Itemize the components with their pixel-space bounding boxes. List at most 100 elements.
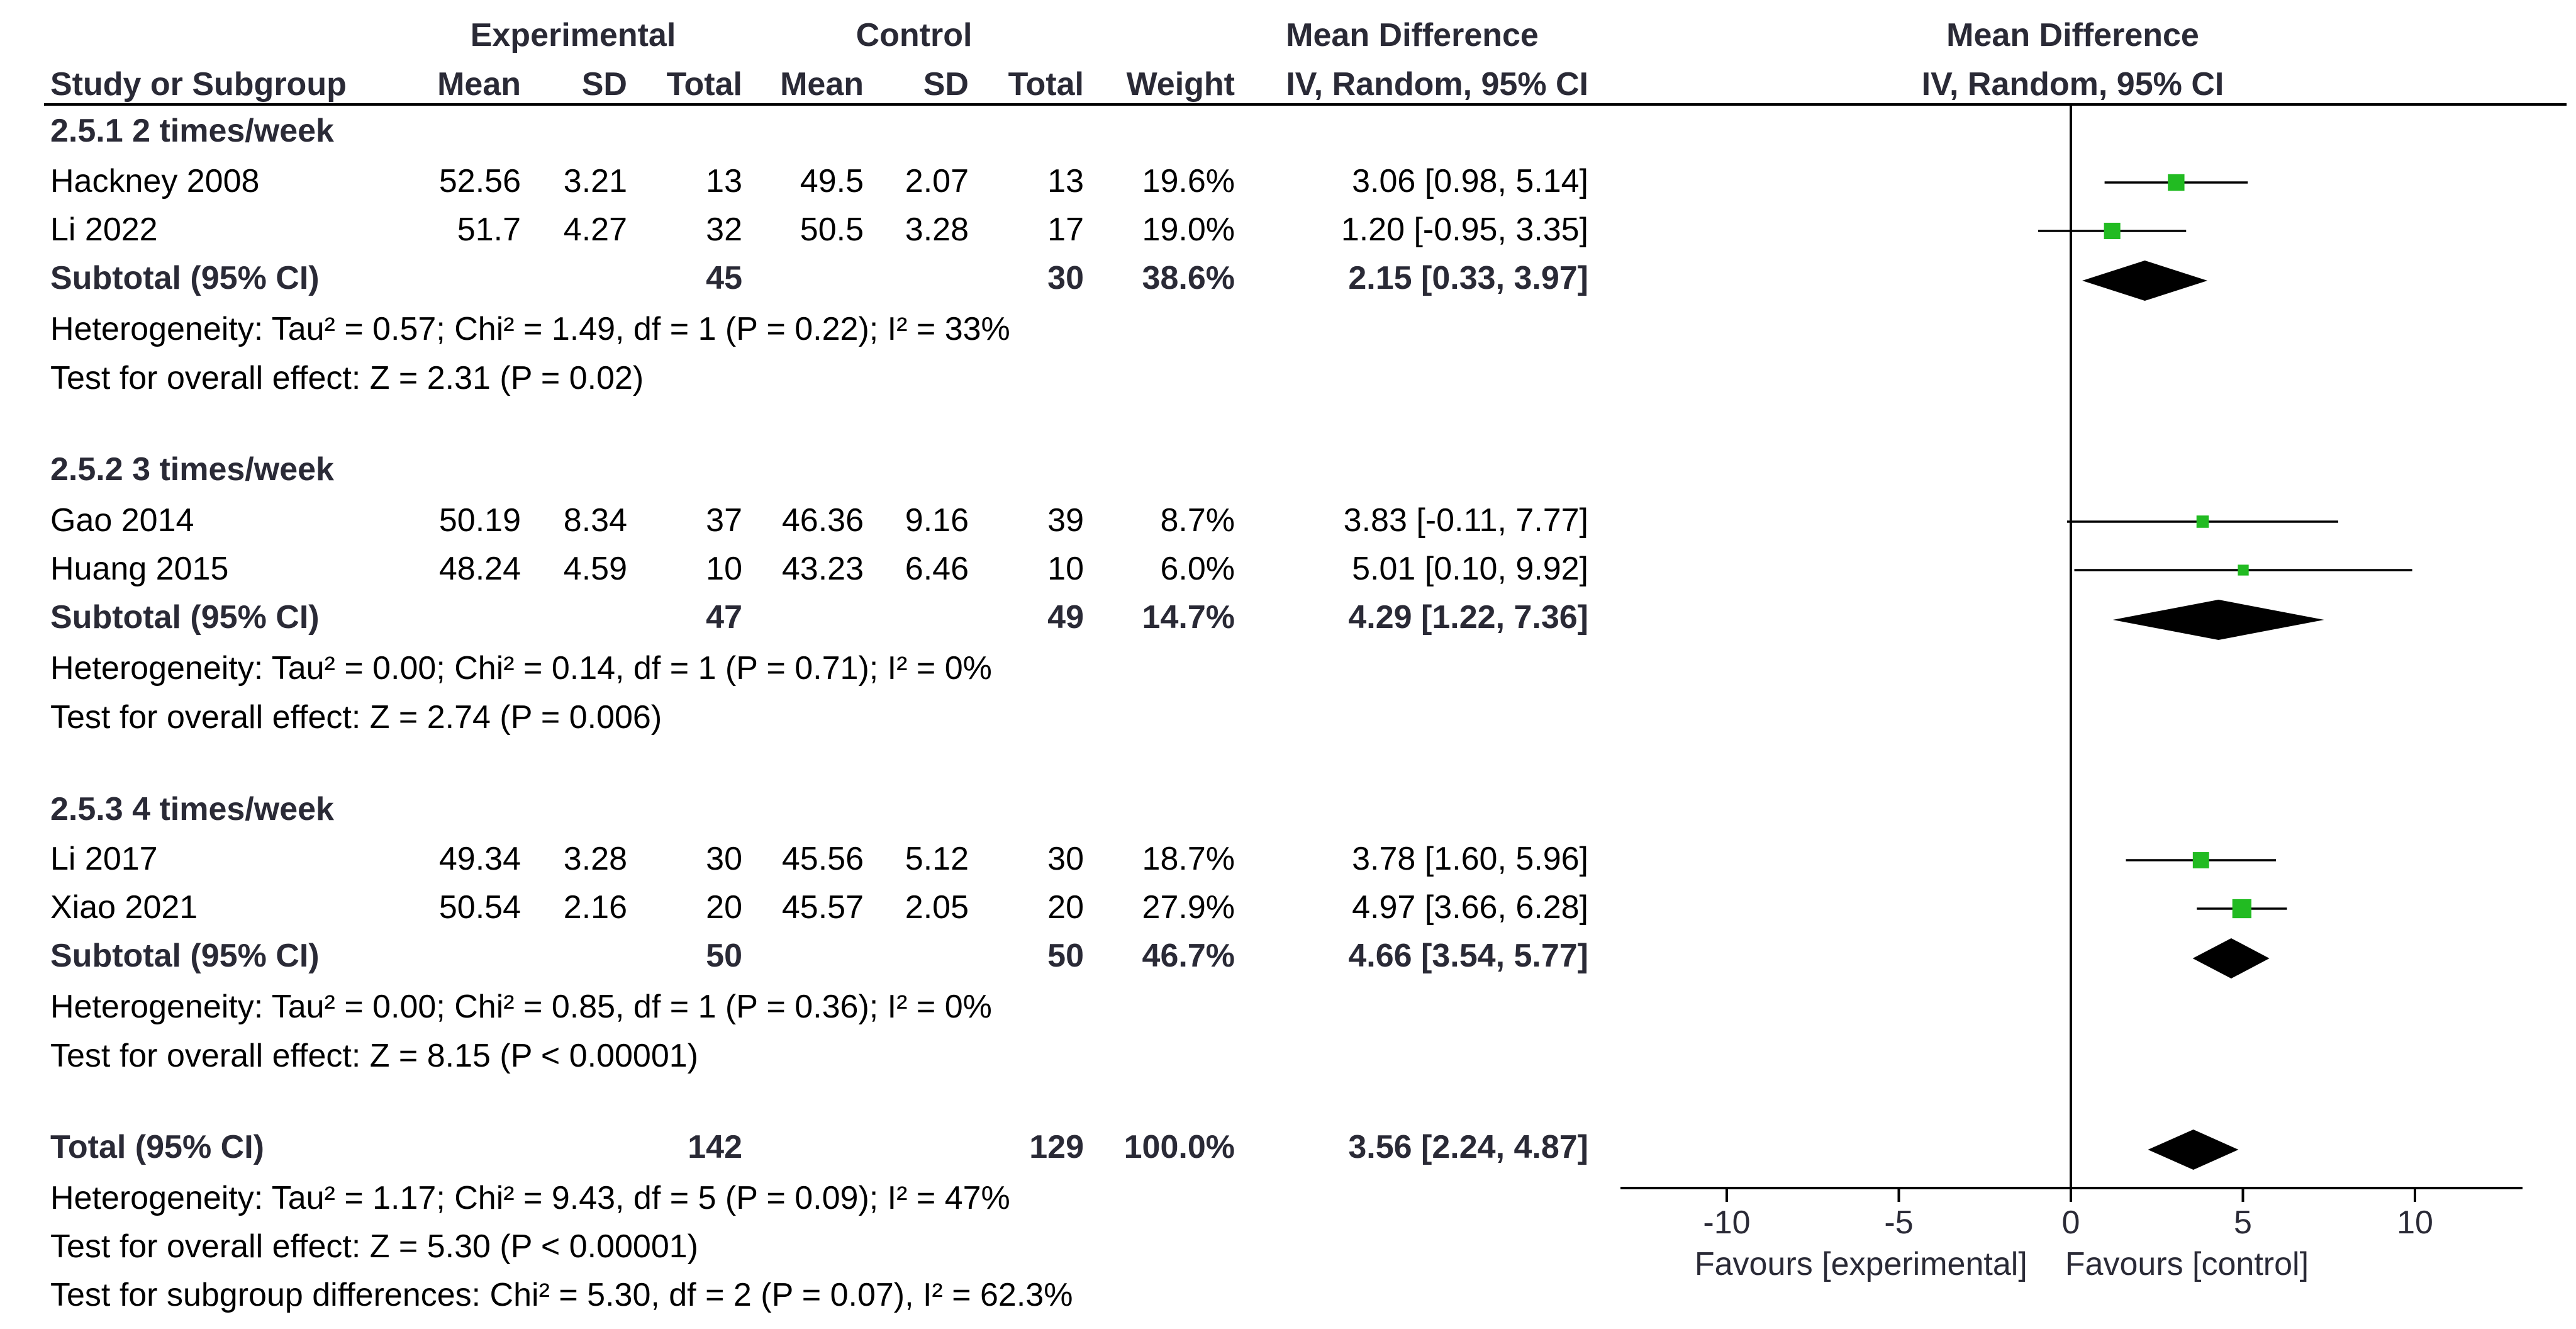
heterogeneity-text: Heterogeneity: Tau² = 0.00; Chi² = 0.85,…	[50, 989, 992, 1025]
study-ci: 3.78 [1.60, 5.96]	[1352, 841, 1588, 877]
x-tick-label: -10	[1703, 1204, 1750, 1241]
study-sd-e: 4.59	[563, 551, 627, 587]
study-weight: 6.0%	[1160, 551, 1235, 587]
header-rule	[44, 103, 2567, 106]
col-header-total-e: Total	[666, 66, 742, 103]
study-total-c: 10	[1047, 551, 1084, 587]
subtotal-diamond	[2112, 600, 2324, 640]
total-weight: 100.0%	[1124, 1129, 1235, 1165]
study-total-c: 39	[1047, 502, 1084, 539]
study-effect-marker	[2168, 174, 2185, 191]
overall-effect-text: Test for overall effect: Z = 2.31 (P = 0…	[50, 360, 644, 396]
subgroup-title: 2.5.3 4 times/week	[50, 791, 334, 827]
study-weight: 8.7%	[1160, 502, 1235, 539]
study-total-c: 20	[1047, 889, 1084, 926]
x-tick-label: -5	[1884, 1204, 1913, 1241]
total-overall-effect: Test for overall effect: Z = 5.30 (P < 0…	[50, 1228, 698, 1265]
header-group-experimental: Experimental	[470, 17, 676, 53]
subtotal-weight: 38.6%	[1142, 260, 1235, 296]
study-total-e: 37	[706, 502, 742, 539]
study-ci: 4.97 [3.66, 6.28]	[1352, 889, 1588, 926]
col-header-study: Study or Subgroup	[50, 66, 347, 103]
study-weight: 19.0%	[1142, 211, 1235, 248]
study-name: Li 2017	[50, 841, 158, 877]
col-header-ci: IV, Random, 95% CI	[1286, 66, 1588, 103]
subtotal-weight: 46.7%	[1142, 938, 1235, 974]
study-total-c: 17	[1047, 211, 1084, 248]
study-name: Li 2022	[50, 211, 158, 248]
subgroup-title: 2.5.2 3 times/week	[50, 451, 334, 488]
subtotal-diamond	[2082, 261, 2208, 301]
x-tick-label: 5	[2234, 1204, 2252, 1241]
study-mean-c: 43.23	[781, 551, 864, 587]
favours-experimental-caption: Favours [experimental]	[1695, 1246, 2027, 1282]
study-sd-e: 4.27	[563, 211, 627, 248]
study-total-e: 32	[706, 211, 742, 248]
x-tick-label: 10	[2397, 1204, 2433, 1241]
study-effect-marker	[2232, 899, 2252, 919]
subgroup-differences: Test for subgroup differences: Chi² = 5.…	[50, 1277, 1073, 1313]
study-mean-e: 49.34	[438, 841, 521, 877]
study-weight: 27.9%	[1142, 889, 1235, 926]
heterogeneity-text: Heterogeneity: Tau² = 0.57; Chi² = 1.49,…	[50, 311, 1010, 347]
study-name: Gao 2014	[50, 502, 194, 539]
subtotal-weight: 14.7%	[1142, 599, 1235, 636]
study-weight: 18.7%	[1142, 841, 1235, 877]
subgroup-title: 2.5.1 2 times/week	[50, 113, 334, 149]
study-mean-e: 52.56	[438, 163, 521, 199]
subtotal-total-c: 50	[1047, 938, 1084, 974]
study-sd-c: 9.16	[905, 502, 969, 539]
study-total-e: 13	[706, 163, 742, 199]
study-weight: 19.6%	[1142, 163, 1235, 199]
study-name: Huang 2015	[50, 551, 229, 587]
col-header-mean-c: Mean	[780, 66, 864, 103]
subtotal-ci: 2.15 [0.33, 3.97]	[1348, 260, 1588, 296]
study-mean-c: 45.56	[781, 841, 864, 877]
study-sd-e: 3.21	[563, 163, 627, 199]
study-effect-marker	[2238, 564, 2249, 576]
study-total-e: 10	[706, 551, 742, 587]
study-sd-c: 3.28	[905, 211, 969, 248]
overall-effect-text: Test for overall effect: Z = 2.74 (P = 0…	[50, 699, 662, 736]
total-total-c: 129	[1029, 1129, 1084, 1165]
study-total-c: 13	[1047, 163, 1084, 199]
col-header-total-c: Total	[1008, 66, 1084, 103]
study-effect-marker	[2196, 515, 2209, 528]
study-ci: 5.01 [0.10, 9.92]	[1352, 551, 1588, 587]
study-mean-e: 48.24	[438, 551, 521, 587]
plot-title: Mean Difference	[1946, 17, 2199, 53]
study-total-e: 30	[706, 841, 742, 877]
study-sd-e: 3.28	[563, 841, 627, 877]
col-header-weight: Weight	[1126, 66, 1235, 103]
header-group-mean-difference: Mean Difference	[1286, 17, 1539, 53]
subtotal-total-c: 30	[1047, 260, 1084, 296]
favours-control-caption: Favours [control]	[2065, 1246, 2309, 1282]
study-ci: 1.20 [-0.95, 3.35]	[1341, 211, 1588, 248]
study-sd-c: 6.46	[905, 551, 969, 587]
subtotal-total-e: 50	[706, 938, 742, 974]
heterogeneity-text: Heterogeneity: Tau² = 0.00; Chi² = 0.14,…	[50, 650, 992, 687]
study-sd-c: 5.12	[905, 841, 969, 877]
x-tick-label: 0	[2062, 1204, 2080, 1241]
total-label: Total (95% CI)	[50, 1129, 264, 1165]
total-total-e: 142	[688, 1129, 742, 1165]
study-mean-e: 50.19	[438, 502, 521, 539]
subtotal-total-e: 45	[706, 260, 742, 296]
overall-effect-text: Test for overall effect: Z = 8.15 (P < 0…	[50, 1038, 698, 1074]
subtotal-total-e: 47	[706, 599, 742, 636]
subtotal-ci: 4.29 [1.22, 7.36]	[1348, 599, 1588, 636]
study-effect-marker	[2192, 852, 2209, 868]
study-total-c: 30	[1047, 841, 1084, 877]
study-mean-c: 49.5	[800, 163, 864, 199]
study-name: Xiao 2021	[50, 889, 198, 926]
study-mean-c: 45.57	[781, 889, 864, 926]
study-effect-marker	[2104, 222, 2121, 240]
study-sd-c: 2.05	[905, 889, 969, 926]
col-header-sd-e: SD	[581, 66, 627, 103]
plot-subtitle: IV, Random, 95% CI	[1921, 66, 2224, 103]
subtotal-label: Subtotal (95% CI)	[50, 260, 320, 296]
study-ci: 3.83 [-0.11, 7.77]	[1343, 502, 1588, 539]
subtotal-ci: 4.66 [3.54, 5.77]	[1348, 938, 1588, 974]
